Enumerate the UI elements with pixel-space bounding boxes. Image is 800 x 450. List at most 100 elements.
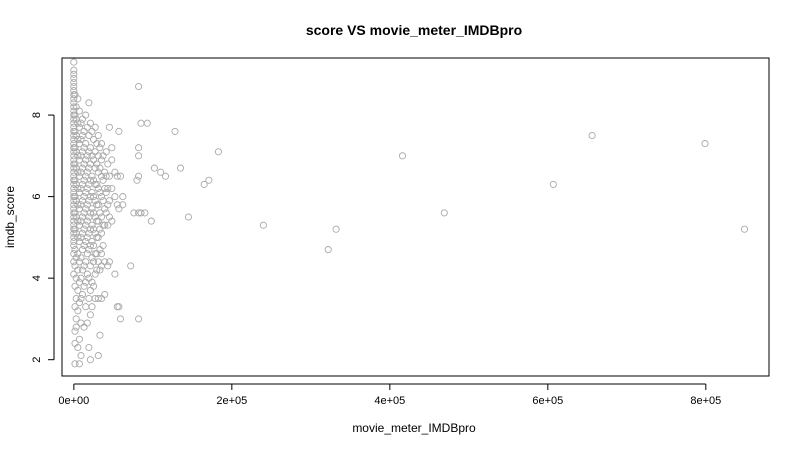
data-point <box>70 82 78 91</box>
data-point <box>77 135 85 144</box>
data-point <box>549 180 557 188</box>
data-point <box>70 87 78 95</box>
data-point <box>70 233 78 241</box>
data-point <box>70 107 78 115</box>
data-point <box>157 168 165 176</box>
data-point <box>91 123 99 131</box>
chart-title: score VS movie_meter_IMDBpro <box>306 22 522 38</box>
data-point <box>141 209 149 217</box>
data-point <box>85 343 93 352</box>
data-points <box>70 58 749 368</box>
data-point <box>70 197 78 205</box>
data-point <box>70 70 78 78</box>
data-point <box>97 262 106 270</box>
data-point <box>105 172 113 180</box>
data-point <box>102 148 110 156</box>
data-point <box>94 168 102 176</box>
data-point <box>171 127 179 135</box>
data-point <box>90 193 98 201</box>
data-point <box>105 197 113 205</box>
data-point <box>94 258 102 266</box>
data-point <box>133 176 141 184</box>
data-point <box>259 221 267 229</box>
y-tick-label: 2 <box>31 357 43 363</box>
data-point <box>135 144 143 152</box>
data-point <box>88 278 96 286</box>
data-point <box>85 148 93 156</box>
data-point <box>78 115 87 123</box>
data-point <box>90 258 98 266</box>
y-tick-label: 4 <box>31 275 43 281</box>
data-point <box>96 246 104 254</box>
data-point <box>99 176 107 184</box>
data-point <box>111 168 119 176</box>
data-point <box>70 152 78 160</box>
data-point <box>143 119 151 127</box>
data-point <box>135 172 143 180</box>
data-point <box>70 184 78 193</box>
data-point <box>75 360 83 368</box>
data-point <box>70 258 78 266</box>
data-point <box>70 66 78 74</box>
data-point <box>74 307 82 315</box>
data-point <box>82 140 90 148</box>
data-point <box>115 205 123 213</box>
data-point <box>77 119 85 127</box>
data-point <box>74 95 82 103</box>
data-point <box>99 152 107 160</box>
data-point <box>97 250 106 258</box>
data-point <box>88 237 96 246</box>
data-point <box>88 127 96 135</box>
data-point <box>88 172 96 180</box>
data-point <box>184 213 192 221</box>
data-point <box>440 209 448 217</box>
data-point <box>83 201 91 209</box>
data-point <box>71 127 79 135</box>
data-point <box>119 201 127 209</box>
data-point <box>71 176 79 184</box>
data-point <box>70 140 78 148</box>
data-point <box>80 323 88 331</box>
data-point <box>86 311 94 319</box>
data-point <box>104 221 112 229</box>
x-axis-label: movie_meter_IMDBpro <box>352 421 476 435</box>
data-point <box>74 201 82 209</box>
data-point <box>82 258 90 266</box>
data-point <box>74 233 82 241</box>
data-point <box>85 294 93 303</box>
data-point <box>97 140 106 148</box>
data-point <box>70 270 78 278</box>
data-point <box>86 356 94 364</box>
data-point <box>71 160 79 168</box>
data-point <box>135 82 143 91</box>
data-point <box>70 180 78 188</box>
data-point <box>101 205 109 213</box>
data-point <box>90 282 98 290</box>
data-point <box>85 274 93 282</box>
data-point <box>74 266 82 274</box>
data-point <box>74 286 82 294</box>
data-point <box>111 193 119 201</box>
data-point <box>88 205 96 213</box>
data-point <box>74 135 82 144</box>
data-point <box>97 229 106 237</box>
data-point <box>93 201 101 209</box>
data-point <box>86 225 94 233</box>
data-point <box>108 217 116 225</box>
data-point <box>70 250 78 258</box>
data-point <box>108 184 116 193</box>
data-point <box>71 360 79 368</box>
data-point <box>83 217 91 225</box>
data-point <box>91 270 99 278</box>
data-point <box>70 99 78 107</box>
data-point <box>93 266 101 274</box>
data-point <box>127 262 135 270</box>
data-point <box>70 172 78 180</box>
data-point <box>90 241 98 250</box>
data-point <box>71 327 79 335</box>
data-point <box>70 74 78 82</box>
data-point <box>71 209 79 217</box>
data-point <box>80 262 88 270</box>
data-point <box>70 115 78 123</box>
data-point <box>94 131 102 140</box>
